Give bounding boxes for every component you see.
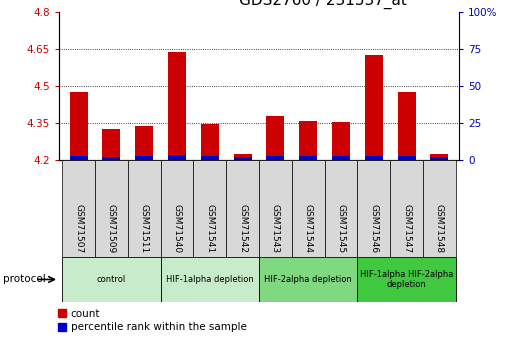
Bar — [430, 154, 448, 160]
Bar — [168, 52, 186, 160]
Bar — [233, 157, 252, 160]
Bar — [103, 157, 121, 160]
Bar — [70, 156, 88, 160]
Bar — [135, 126, 153, 160]
Text: GSM71540: GSM71540 — [172, 204, 182, 253]
Text: HIF-1alpha HIF-2alpha
depletion: HIF-1alpha HIF-2alpha depletion — [360, 270, 453, 289]
Bar — [161, 257, 259, 302]
Text: GSM71548: GSM71548 — [435, 204, 444, 253]
Bar — [62, 160, 95, 257]
Bar — [398, 156, 416, 160]
Bar — [259, 257, 358, 302]
Text: GSM71507: GSM71507 — [74, 204, 83, 253]
Bar — [365, 55, 383, 160]
Text: GSM71541: GSM71541 — [205, 204, 214, 253]
Text: HIF-1alpha depletion: HIF-1alpha depletion — [166, 275, 254, 284]
Bar — [62, 257, 161, 302]
Bar — [292, 160, 325, 257]
Text: GSM71509: GSM71509 — [107, 204, 116, 253]
Bar — [299, 157, 317, 160]
Bar — [168, 155, 186, 160]
Text: GSM71545: GSM71545 — [337, 204, 346, 253]
Bar — [161, 160, 193, 257]
Bar — [201, 124, 219, 160]
Bar — [365, 156, 383, 160]
Bar — [430, 157, 448, 160]
Text: GSM71543: GSM71543 — [271, 204, 280, 253]
Bar — [358, 160, 390, 257]
Bar — [201, 157, 219, 160]
Bar — [398, 92, 416, 160]
Text: control: control — [97, 275, 126, 284]
Text: HIF-2alpha depletion: HIF-2alpha depletion — [264, 275, 352, 284]
Bar — [95, 160, 128, 257]
Bar — [128, 160, 161, 257]
Bar — [332, 156, 350, 160]
Bar — [390, 160, 423, 257]
Bar — [332, 122, 350, 160]
Bar — [266, 116, 285, 160]
Bar — [226, 160, 259, 257]
Bar — [299, 121, 317, 160]
Text: GSM71542: GSM71542 — [238, 204, 247, 253]
Legend: count, percentile rank within the sample: count, percentile rank within the sample — [54, 305, 251, 336]
Bar — [259, 160, 292, 257]
Bar — [266, 156, 285, 160]
Text: protocol: protocol — [3, 275, 45, 284]
Bar — [325, 160, 358, 257]
Bar — [423, 160, 456, 257]
Text: GSM71544: GSM71544 — [304, 204, 313, 253]
Text: GSM71547: GSM71547 — [402, 204, 411, 253]
Bar — [233, 154, 252, 160]
Text: GSM71546: GSM71546 — [369, 204, 379, 253]
Bar — [193, 160, 226, 257]
Bar — [135, 156, 153, 160]
Bar — [358, 257, 456, 302]
Bar — [103, 129, 121, 160]
Text: GDS2760 / 231537_at: GDS2760 / 231537_at — [239, 0, 406, 9]
Bar — [70, 92, 88, 160]
Text: GSM71511: GSM71511 — [140, 204, 149, 253]
